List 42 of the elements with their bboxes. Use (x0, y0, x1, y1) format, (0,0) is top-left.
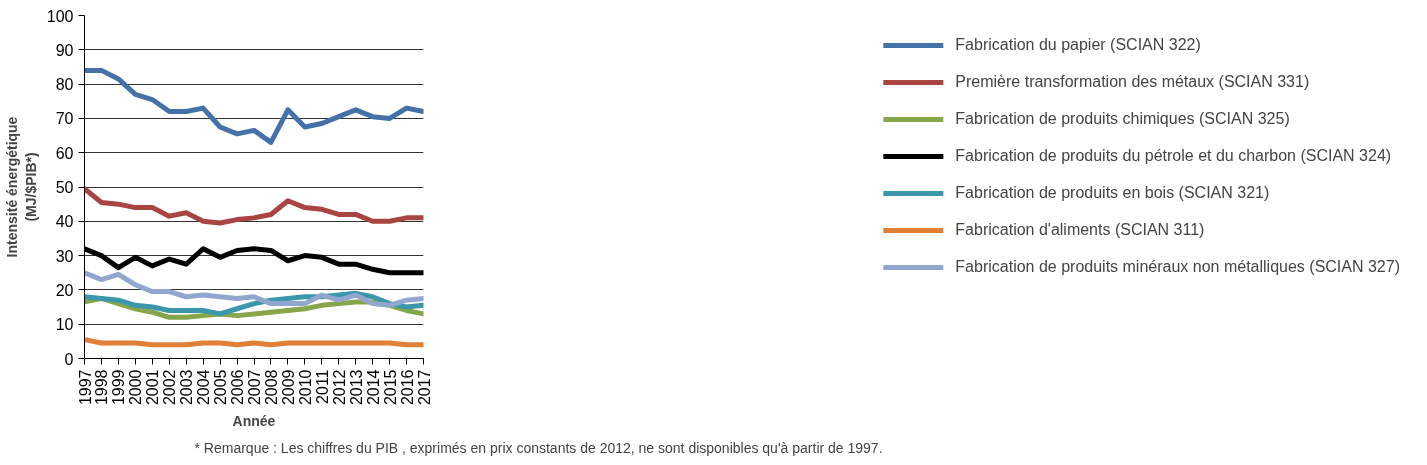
x-tick-label: 2013 (347, 369, 365, 406)
x-tick-label: 2008 (262, 369, 280, 406)
y-tick-label: 100 (46, 7, 74, 25)
y-tick-label: 20 (55, 281, 74, 299)
legend-label: Fabrication de produits en bois (SCIAN 321) (955, 184, 1270, 202)
y-tick-label: 80 (55, 76, 74, 94)
y-tick-label: 60 (55, 144, 74, 162)
x-tick-label: 2002 (161, 369, 179, 406)
x-tick-label: 2003 (178, 369, 196, 406)
legend-label: Fabrication du papier (SCIAN 322) (955, 36, 1201, 54)
x-tick-label: 2005 (212, 369, 230, 406)
y-tick-label: 50 (55, 179, 74, 196)
x-tick-label: 2001 (144, 369, 162, 406)
y-tick-label: 0 (64, 350, 74, 368)
x-tick-label: 1997 (76, 369, 94, 406)
y-tick-label: 40 (55, 213, 74, 231)
x-tick-label: 2006 (229, 369, 247, 406)
y-tick-label: 10 (55, 316, 74, 334)
x-tick-label: 1999 (110, 369, 128, 406)
legend-label: Fabrication de produits chimiques (SCIAN 325) (955, 110, 1290, 128)
legend-label: Fabrication de produits du pétrole et du charbon (SCIAN 324) (955, 147, 1392, 165)
x-tick-label: 2004 (195, 369, 213, 406)
x-tick-label: 2007 (246, 369, 263, 406)
x-tick-label: 1998 (93, 369, 111, 406)
x-tick-label: 2017 (415, 369, 433, 406)
text: * Remarque : Les chiffres du PIB , exprimés en prix constants de 2012, ne sont disponibles qu'à partir de 1997. (194, 439, 883, 456)
y-tick-label: 70 (55, 110, 74, 128)
x-tick-label: 2016 (398, 369, 416, 406)
y-axis-title: Intensité énergétique (MJ/$PIB*) (3, 116, 39, 258)
x-tick-label: 2012 (330, 369, 348, 406)
x-tick-label: 2009 (279, 369, 297, 406)
x-tick-label: 2010 (296, 369, 314, 406)
x-tick-label: 2011 (313, 369, 331, 404)
legend-label: Fabrication de produits minéraux non métalliques (SCIAN 327) (955, 258, 1400, 276)
x-tick-label: 2014 (364, 369, 382, 406)
y-tick-label: 30 (55, 247, 74, 265)
legend-label: Première transformation des métaux (SCIAN 331) (955, 73, 1310, 91)
x-tick-label: 2000 (127, 369, 145, 406)
legend-label: Fabrication d'aliments (SCIAN 311) (955, 221, 1205, 239)
x-axis-title: Année (232, 413, 276, 430)
y-tick-label: 90 (55, 41, 74, 59)
x-tick-label: 2015 (381, 369, 399, 406)
